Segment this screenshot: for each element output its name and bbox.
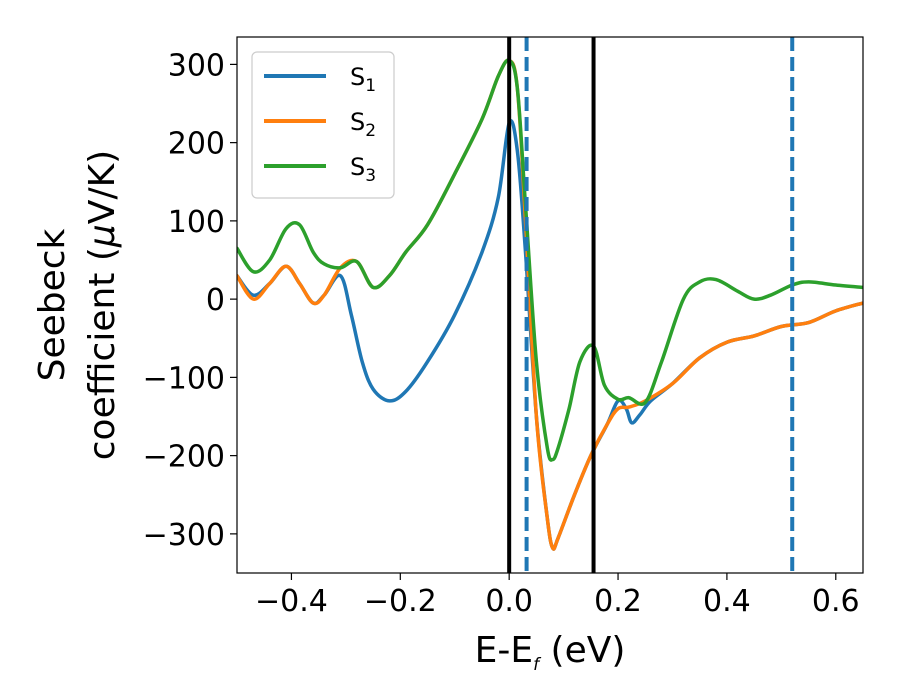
y-tick-label: −200	[143, 440, 225, 475]
y-tick-label: −300	[143, 518, 225, 553]
x-tick-label: 0.6	[812, 584, 860, 619]
y-tick-label: −100	[143, 361, 225, 396]
legend: S1 S2 S3	[251, 51, 395, 199]
legend-box	[251, 51, 395, 199]
y-axis: 300 200 100 0 −100 −200 −300	[143, 48, 237, 553]
y-tick-label: 300	[168, 48, 225, 83]
series-line-s3	[237, 58, 863, 462]
y-tick-label: 100	[168, 205, 225, 240]
x-axis-label: E-Ef (eV)	[475, 630, 626, 675]
plot-area	[237, 37, 863, 573]
x-axis: −0.4 −0.2 0.0 0.2 0.4 0.6	[255, 573, 860, 619]
x-tick-label: 0.2	[594, 584, 642, 619]
legend-label-s3: S3	[350, 153, 376, 186]
y-tick-label: 200	[168, 127, 225, 162]
x-tick-label: −0.4	[255, 584, 328, 619]
y-axis-label-line-2: coefficient (μV/K)	[82, 150, 123, 460]
legend-label-s1: S1	[350, 63, 376, 96]
x-tick-label: 0.0	[485, 584, 533, 619]
y-axis-label-line-1: Seebeck	[32, 228, 73, 381]
y-tick-label: 0	[206, 283, 225, 318]
plot-frame	[236, 36, 864, 574]
y-axis-label: Seebeck coefficient (μV/K)	[32, 150, 123, 460]
x-tick-label: 0.4	[703, 584, 751, 619]
x-tick-label: −0.2	[364, 584, 437, 619]
legend-label-s2: S2	[350, 108, 376, 141]
